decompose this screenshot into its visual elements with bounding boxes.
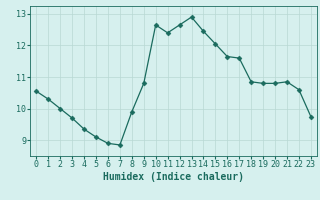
X-axis label: Humidex (Indice chaleur): Humidex (Indice chaleur) — [103, 172, 244, 182]
